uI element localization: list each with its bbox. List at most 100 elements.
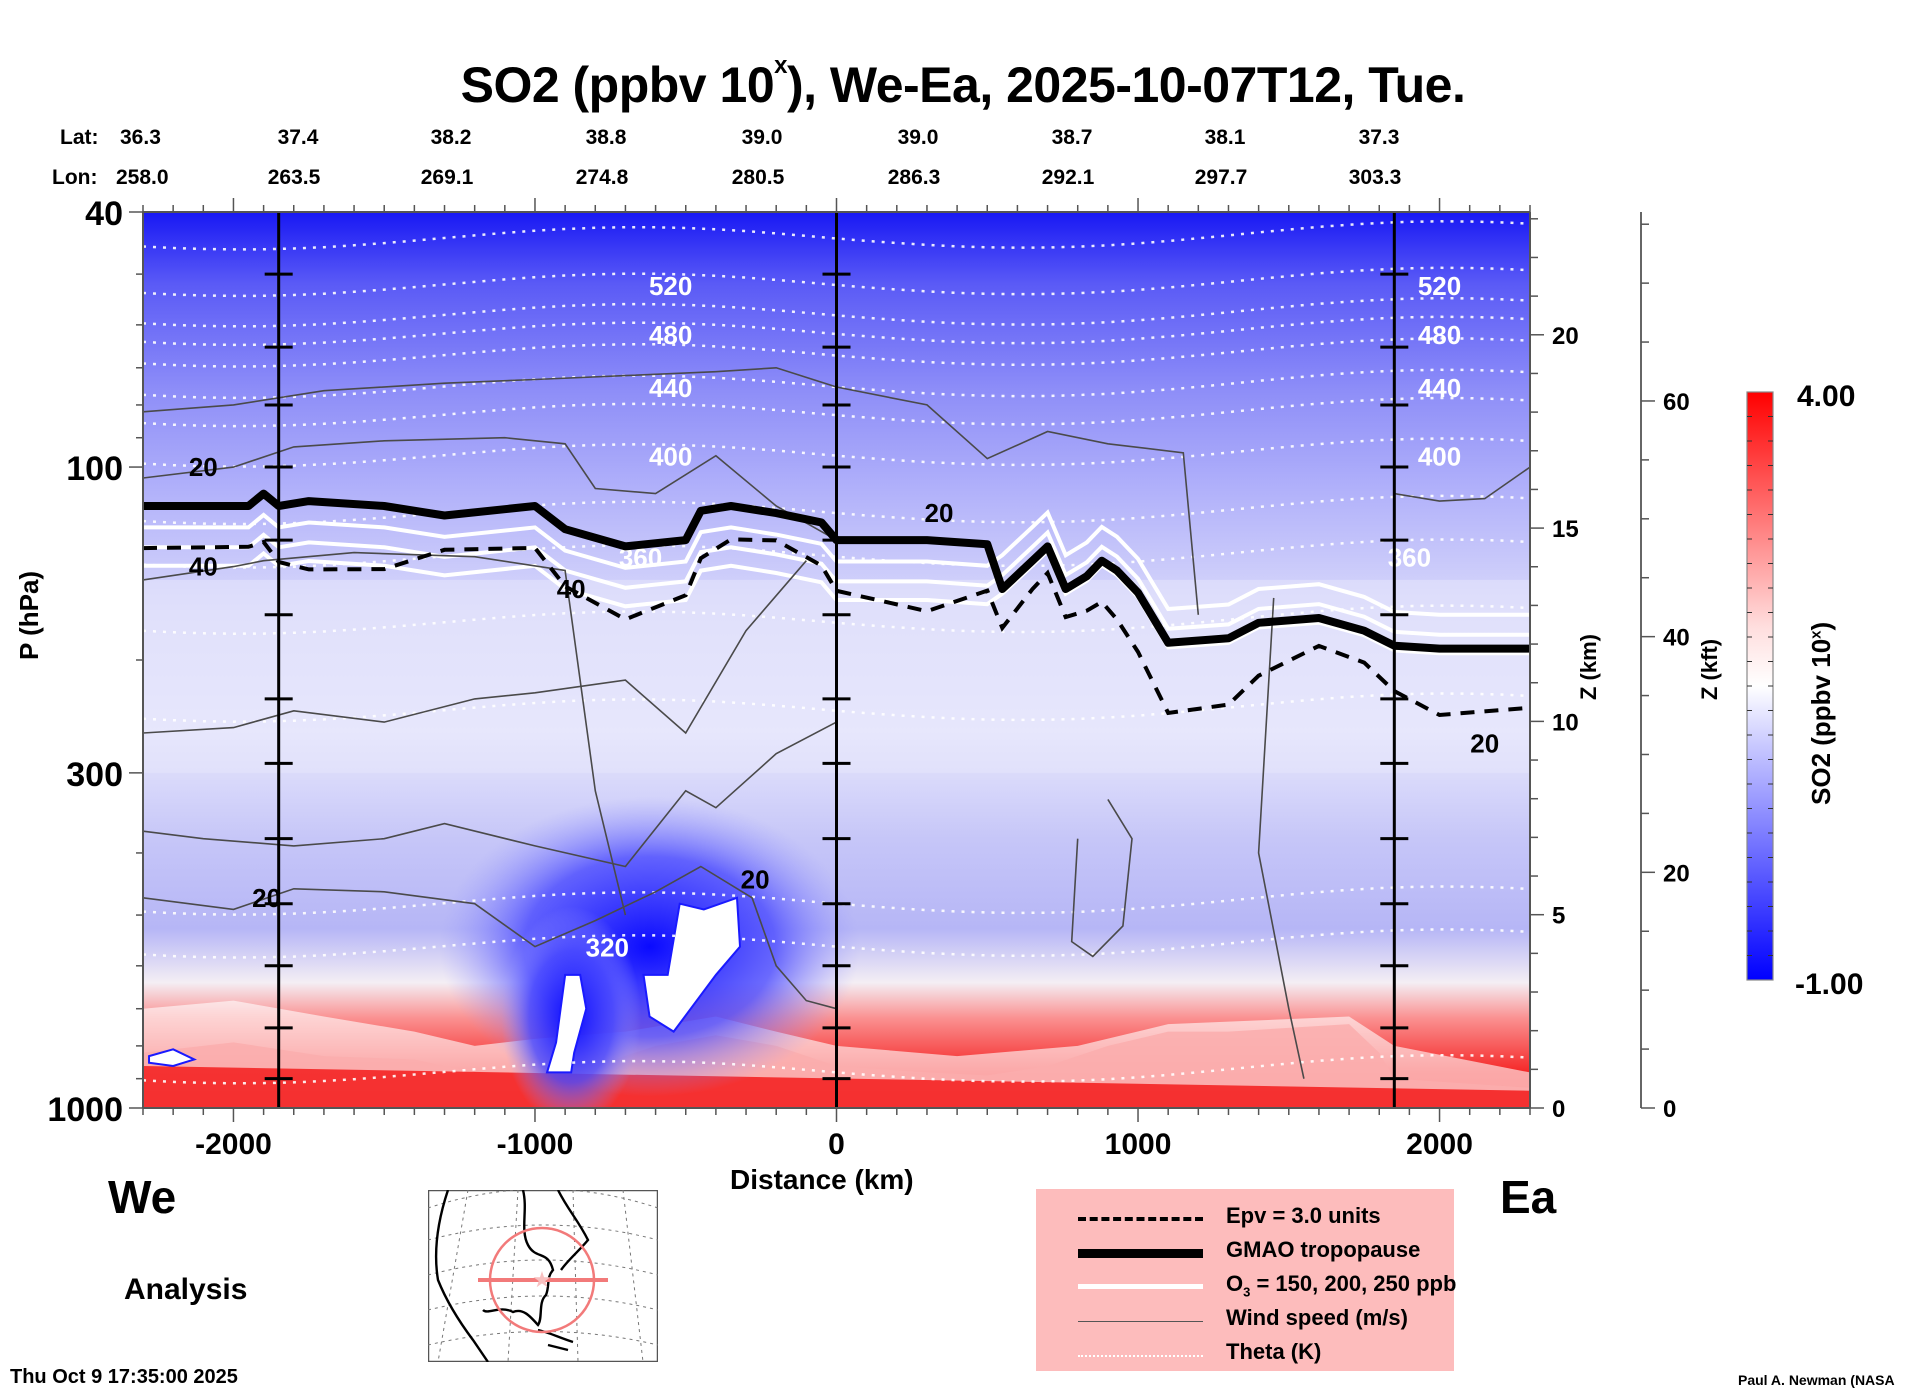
lat-value: 39.0: [897, 126, 939, 149]
theta-contour: [143, 220, 1530, 251]
lat-value: 38.8: [585, 126, 627, 149]
white-line-icon: [1078, 1284, 1203, 1289]
masked-blob: [148, 1048, 197, 1068]
theta-label: 400: [1418, 442, 1461, 472]
x-axis-title: Distance (km): [730, 1164, 914, 1195]
y-tick-label: 1000: [47, 1091, 123, 1129]
center-star-icon: ★: [532, 1267, 552, 1292]
lat-value: 38.1: [1204, 126, 1246, 149]
dotted-line-icon: [1078, 1355, 1203, 1357]
epv-contour: [143, 537, 1530, 718]
theta-label: 520: [1418, 271, 1461, 301]
lon-value: 286.3: [887, 166, 941, 189]
y-tick-label: 300: [66, 756, 123, 794]
z-kft-tick-label: 40: [1663, 625, 1690, 652]
z-km-tick-label: 10: [1552, 709, 1579, 736]
legend-item-wind: Wind speed (m/s): [1036, 1305, 1454, 1337]
wind-contour: [143, 865, 837, 1010]
ozone-contour: [143, 509, 1530, 617]
z-kft-tick-label: 20: [1663, 860, 1690, 887]
chart-title: SO2 (ppbv 10x), We-Ea, 2025-10-07T12, Tu…: [460, 52, 1466, 113]
wind-label: 20: [741, 864, 770, 894]
theta-label: 320: [586, 933, 629, 963]
theta-label: 480: [1418, 320, 1461, 350]
z-km-tick-label: 5: [1552, 903, 1565, 930]
lon-label: Lon:: [52, 166, 98, 189]
theta-contour: [143, 368, 1530, 400]
lon-value: 297.7: [1194, 166, 1248, 189]
lat-value: 36.3: [120, 126, 161, 149]
masked-blob: [642, 896, 742, 1033]
theta-contour: [143, 494, 1530, 526]
theta-contour: [143, 396, 1530, 428]
x-tick-label: -2000: [195, 1128, 272, 1161]
y-tick-label: 40: [85, 195, 123, 233]
west-label: We: [108, 1171, 177, 1223]
wind-contour: [143, 551, 627, 916]
theta-contour: [143, 885, 1530, 916]
thick-line-icon: [1078, 1249, 1203, 1258]
east-label: Ea: [1500, 1171, 1557, 1223]
thin-line-icon: [1078, 1321, 1203, 1322]
z-km-tick-label: 0: [1552, 1096, 1565, 1123]
ozone-contour: [143, 529, 1530, 637]
wind-label: 20: [189, 452, 218, 482]
coastline-icon: [434, 1190, 590, 1362]
y-axis-title: P (hPa): [14, 570, 44, 660]
legend-item-tropopause: GMAO tropopause: [1036, 1237, 1454, 1269]
wind-contour: [143, 560, 807, 735]
theta-contour: [143, 538, 1530, 569]
lat-value: 37.3: [1358, 126, 1400, 149]
theta-contour: [143, 692, 1530, 723]
wind-label: 20: [252, 883, 281, 913]
wind-contour: [1257, 597, 1305, 1079]
lat-value: 37.4: [277, 126, 319, 149]
x-tick-label: 0: [828, 1128, 845, 1161]
theta-label: 480: [649, 320, 692, 350]
colorbar-max-label: 4.00: [1797, 380, 1855, 413]
legend-item-epv: Epv = 3.0 units: [1036, 1203, 1454, 1235]
y-tick-label: 100: [66, 450, 123, 488]
colorbar-title: SO2 (ppbv 10x): [1806, 621, 1836, 805]
timestamp: Thu Oct 9 17:35:00 2025: [10, 1366, 238, 1388]
x-tick-label: -1000: [497, 1128, 574, 1161]
legend: Epv = 3.0 units GMAO tropopause O3 = 150…: [1036, 1189, 1456, 1371]
z-km-tick-label: 20: [1552, 323, 1579, 350]
wind-label: 20: [925, 498, 954, 528]
analysis-label: Analysis: [124, 1273, 248, 1306]
z-km-tick-label: 15: [1552, 516, 1579, 543]
tropopause-line: [143, 489, 1530, 653]
legend-item-ozone: O3 = 150, 200, 250 ppb: [1036, 1271, 1456, 1303]
credit: Paul A. Newman (NASA: [1738, 1372, 1895, 1388]
lon-value: 280.5: [731, 166, 785, 189]
theta-label: 440: [1418, 373, 1461, 403]
lat-label: Lat:: [60, 126, 99, 149]
wind-label: 40: [189, 552, 218, 582]
so2-low-plume: [439, 796, 860, 1097]
theta-contour: [143, 266, 1530, 298]
theta-contour: [143, 296, 1530, 328]
z-km-axis-title: Z (km): [1576, 634, 1601, 700]
z-kft-tick-label: 60: [1663, 389, 1690, 416]
theta-label: 520: [649, 271, 692, 301]
theta-contour: [143, 437, 1530, 468]
theta-contour: [143, 337, 1530, 368]
lon-value: 303.3: [1348, 166, 1402, 189]
theta-label: 400: [649, 442, 692, 472]
theta-label: 440: [649, 373, 692, 403]
wind-contour: [1070, 798, 1133, 958]
lon-value: 274.8: [575, 166, 629, 189]
wind-contour: [1394, 466, 1530, 502]
theta-contour: [143, 604, 1530, 635]
wind-label: 20: [1470, 729, 1499, 759]
theta-contour: [143, 1053, 1530, 1085]
theta-contour: [143, 315, 1530, 347]
inset-map: ★: [428, 1190, 658, 1362]
graticule: [428, 1190, 658, 1362]
lon-value: 263.5: [267, 166, 321, 189]
lon-value: 269.1: [420, 166, 474, 189]
lat-value: 38.2: [430, 126, 472, 149]
z-kft-tick-label: 0: [1663, 1096, 1676, 1123]
lon-value: 258.0: [116, 166, 169, 189]
